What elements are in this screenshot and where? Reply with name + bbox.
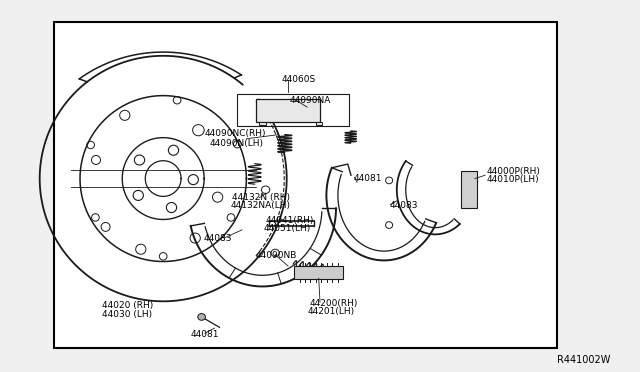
Text: 44020 (RH): 44020 (RH) xyxy=(102,301,154,310)
Text: 44090NB: 44090NB xyxy=(256,251,298,260)
Text: 44060S: 44060S xyxy=(282,76,316,84)
Bar xyxy=(259,122,266,125)
Ellipse shape xyxy=(198,314,205,320)
Text: 44090N(LH): 44090N(LH) xyxy=(209,139,263,148)
Text: 44083: 44083 xyxy=(204,234,232,243)
Text: 44083: 44083 xyxy=(389,201,418,210)
Text: 44041(RH): 44041(RH) xyxy=(266,216,314,225)
Text: 44010P(LH): 44010P(LH) xyxy=(486,175,539,184)
Bar xyxy=(461,171,477,208)
Text: 44090NA: 44090NA xyxy=(290,96,332,105)
Bar xyxy=(237,94,349,126)
Bar xyxy=(256,99,320,122)
Text: 44201(LH): 44201(LH) xyxy=(307,307,355,316)
Text: 44000P(RH): 44000P(RH) xyxy=(486,167,540,176)
Bar xyxy=(316,122,322,125)
Text: 44051(LH): 44051(LH) xyxy=(264,224,311,233)
Bar xyxy=(294,266,343,279)
Text: 44030 (LH): 44030 (LH) xyxy=(102,310,152,319)
Text: 44132N (RH): 44132N (RH) xyxy=(232,193,291,202)
Text: 44200(RH): 44200(RH) xyxy=(309,299,358,308)
Text: 44081: 44081 xyxy=(191,330,220,339)
Bar xyxy=(54,22,557,348)
Text: R441002W: R441002W xyxy=(557,355,610,365)
Text: 44090NC(RH): 44090NC(RH) xyxy=(205,129,266,138)
Text: 44081: 44081 xyxy=(354,174,383,183)
Text: 44132NA(LH): 44132NA(LH) xyxy=(230,201,291,210)
